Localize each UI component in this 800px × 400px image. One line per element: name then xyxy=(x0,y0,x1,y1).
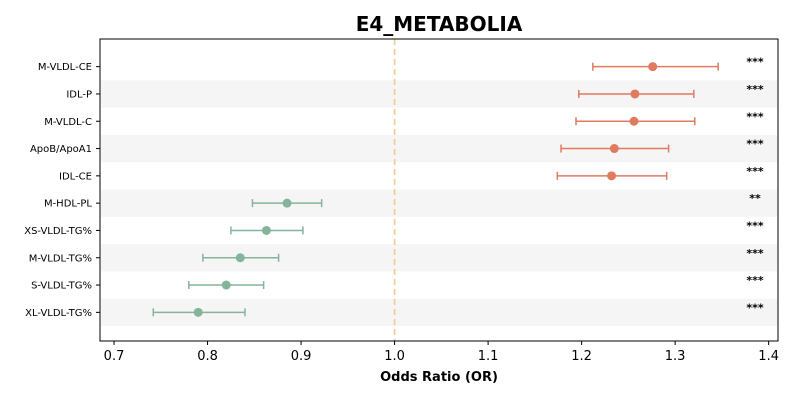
or-point xyxy=(609,144,619,154)
or-point xyxy=(648,62,658,72)
or-point xyxy=(629,116,639,126)
data-points xyxy=(193,62,658,317)
x-tick-label: 1.4 xyxy=(758,349,779,364)
significance-labels: ***************************** xyxy=(746,56,764,315)
or-point xyxy=(261,225,271,235)
significance-label: *** xyxy=(746,219,764,232)
y-tick-label: XL-VLDL-TG% xyxy=(25,308,92,319)
x-tick-label: 1.0 xyxy=(384,349,405,364)
significance-label: *** xyxy=(746,247,764,260)
y-tick-label: M-HDL-PL xyxy=(44,199,92,210)
x-tick-label: 1.1 xyxy=(478,349,499,364)
row-band xyxy=(101,189,777,217)
y-tick-label: IDL-P xyxy=(66,89,92,100)
significance-label: *** xyxy=(746,56,764,69)
or-point xyxy=(221,280,231,290)
x-tick-label: 1.2 xyxy=(571,349,592,364)
or-point xyxy=(235,253,245,263)
plot-frame xyxy=(99,38,779,342)
or-point xyxy=(282,198,292,208)
significance-label: *** xyxy=(746,274,764,287)
chart-title: E4_METABOLIA xyxy=(356,12,523,36)
significance-label: *** xyxy=(746,301,764,314)
significance-label: *** xyxy=(746,165,764,178)
significance-label: *** xyxy=(746,83,764,96)
y-tick-label: M-VLDL-TG% xyxy=(29,253,92,264)
x-tick-label: 0.9 xyxy=(291,349,312,364)
y-tick-label: XS-VLDL-TG% xyxy=(24,226,92,237)
or-point xyxy=(630,89,640,99)
significance-label: ** xyxy=(749,192,761,205)
y-tick-label: S-VLDL-TG% xyxy=(31,281,92,292)
y-tick-labels: M-VLDL-CE IDL-P M-VLDL-C ApoB/ApoA1 IDL-CE M-… xyxy=(24,62,100,319)
or-point xyxy=(193,307,203,317)
y-tick-label: IDL-CE xyxy=(59,171,92,182)
x-axis-label: Odds Ratio (OR) xyxy=(380,370,498,385)
significance-label: *** xyxy=(746,110,764,123)
x-ticks: 0.7 0.8 0.9 1.0 1.1 1.2 1.3 1.4 xyxy=(104,341,779,364)
x-tick-label: 1.3 xyxy=(665,349,686,364)
y-tick-label: M-VLDL-CE xyxy=(38,62,92,73)
significance-label: *** xyxy=(746,138,764,151)
x-tick-label: 0.7 xyxy=(104,349,125,364)
y-tick-label: ApoB/ApoA1 xyxy=(30,144,92,155)
x-tick-label: 0.8 xyxy=(197,349,218,364)
y-tick-label: M-VLDL-C xyxy=(44,117,92,128)
row-band xyxy=(101,134,777,163)
or-point xyxy=(607,171,617,181)
row-bands xyxy=(101,80,777,326)
